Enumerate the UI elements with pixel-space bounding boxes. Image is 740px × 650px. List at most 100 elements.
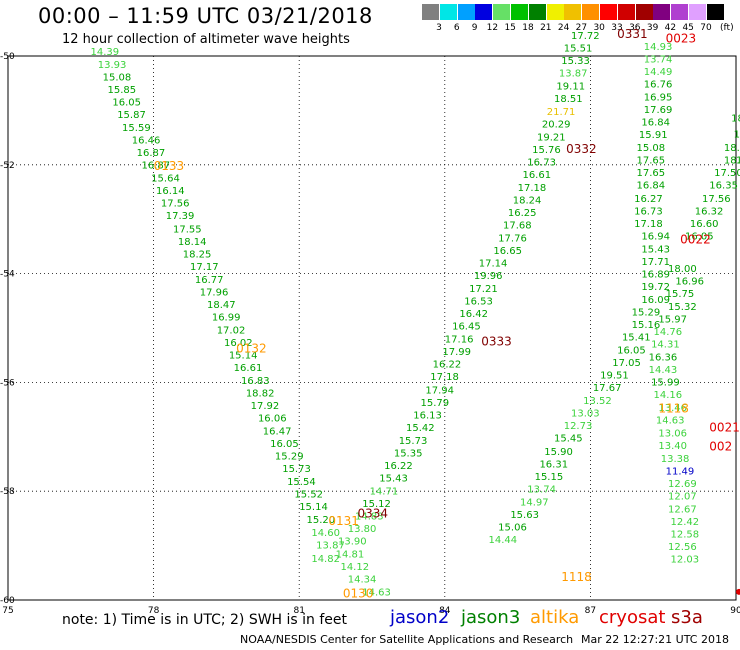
- swh-value: 15.32: [668, 302, 697, 313]
- swh-value: 17.16: [445, 335, 474, 346]
- lat-tick-label: -50: [0, 52, 15, 62]
- swh-value: 12.56: [668, 542, 697, 553]
- swh-value: 14.63: [362, 588, 391, 599]
- pass-time-label: 0130: [343, 586, 374, 600]
- swh-value: 15.15: [535, 472, 564, 483]
- legend-label: 3: [436, 23, 442, 33]
- swh-value: 15.79: [421, 398, 450, 409]
- swh-value: 12.07: [668, 491, 697, 502]
- swh-value: 16.05: [685, 231, 714, 242]
- swh-value: 16.06: [258, 414, 287, 425]
- swh-value: 16.99: [212, 312, 241, 323]
- swh-value: 14.81: [336, 550, 365, 561]
- swh-value: 15.64: [151, 174, 180, 185]
- swh-value: 17.72: [571, 31, 600, 42]
- swh-value: 17.02: [217, 325, 246, 336]
- lat-tick-label: -56: [0, 378, 15, 388]
- satellite-cryosat: cryosat: [599, 607, 666, 628]
- swh-value: 16.89: [641, 269, 670, 280]
- swh-value: 16.73: [527, 157, 556, 168]
- swh-value: 16.27: [634, 194, 663, 205]
- legend-swatch: [635, 4, 653, 20]
- swh-value: 13.93: [98, 60, 127, 71]
- legend-label: 39: [646, 23, 659, 33]
- swh-value: 17.14: [479, 259, 508, 270]
- swh-value: 16.13: [413, 410, 442, 421]
- swh-value: 15.59: [122, 123, 151, 134]
- swh-value: 17.69: [644, 105, 673, 116]
- swh-value: 15.29: [275, 452, 304, 463]
- swh-value: 13.74: [644, 55, 673, 66]
- swh-value: 16.22: [433, 360, 462, 371]
- swh-value: 12.03: [670, 554, 699, 565]
- swh-value: 16.65: [493, 246, 522, 257]
- generated-timestamp: Mar 22 12:27:21 UTC 2018: [581, 633, 729, 646]
- swh-value: 13.87: [316, 540, 345, 551]
- swh-value: 15.14: [229, 350, 258, 361]
- pass-time-label: 0023: [666, 31, 697, 45]
- swh-value: 18.25: [183, 249, 212, 260]
- swh-value: 15.29: [632, 307, 661, 318]
- swh-value: 17.65: [637, 168, 666, 179]
- swh-value: 16.42: [459, 309, 488, 320]
- swh-value: 17.50: [714, 168, 740, 179]
- swh-value: 16.84: [641, 118, 670, 129]
- swh-value: 16.47: [263, 427, 292, 438]
- swh-value: 18.24: [513, 195, 542, 206]
- legend-swatch: [457, 4, 475, 20]
- swh-value: 15.99: [651, 378, 680, 389]
- swh-value: 18.00: [668, 264, 697, 275]
- legend-label: 70: [700, 23, 712, 33]
- swh-value: 17.67: [593, 383, 622, 394]
- swh-value: 14.71: [370, 486, 399, 497]
- map-title: 00:00 – 11:59 UTC 03/21/2018: [38, 4, 373, 28]
- legend-swatch: [671, 4, 689, 20]
- swh-value: 16.31: [539, 459, 568, 470]
- legend-swatch: [422, 4, 439, 20]
- swh-value: 13.40: [658, 441, 687, 452]
- swh-value: 16.77: [195, 275, 224, 286]
- pass-time-label: 0331: [617, 27, 648, 41]
- swh-value: 16.87: [141, 161, 170, 172]
- swh-value: 21.71: [547, 107, 576, 118]
- pass-time-label: 0021: [709, 420, 740, 434]
- swh-value: 12.73: [564, 421, 593, 432]
- satellite-altika: altika: [530, 607, 580, 628]
- swh-value: 16.94: [641, 231, 670, 242]
- swh-value: 17.68: [503, 220, 532, 231]
- swh-value: 19.11: [556, 82, 585, 93]
- swh-value: 15.51: [564, 44, 593, 55]
- swh-value: 14.43: [649, 365, 678, 376]
- swh-value: 15.42: [406, 423, 435, 434]
- swh-value: 16.05: [112, 98, 141, 109]
- swh-value: 15.12: [362, 499, 391, 510]
- swh-value: 13.52: [583, 396, 612, 407]
- swh-value: 16.05: [617, 346, 646, 357]
- footnote: note: 1) Time is in UTC; 2) SWH is in fe…: [62, 612, 348, 628]
- swh-value: 15.06: [498, 522, 527, 533]
- legend-swatch: [528, 4, 546, 20]
- swh-value: 16.60: [690, 219, 719, 230]
- legend-swatch: [706, 4, 724, 20]
- swh-value: 16.32: [695, 206, 724, 217]
- swh-value: 17.99: [442, 347, 471, 358]
- swh-value: 15.54: [287, 477, 316, 488]
- legend-label: 15: [504, 23, 516, 33]
- swh-value: 17.18: [430, 372, 459, 383]
- swh-value: 15.20: [306, 515, 335, 526]
- swh-value: 16.76: [644, 80, 673, 91]
- swh-value: 14.31: [651, 340, 680, 351]
- pass-time-label: 0133: [154, 159, 185, 173]
- swh-value: 17.17: [190, 262, 219, 273]
- legend-label: 6: [453, 23, 460, 33]
- swh-value: 12.69: [668, 479, 697, 490]
- swh-value: 15.33: [561, 56, 590, 67]
- lat-tick-label: -52: [0, 161, 15, 171]
- swh-value: 17.18: [634, 219, 663, 230]
- legend-swatch: [475, 4, 493, 20]
- swh-value: 17.65: [637, 156, 666, 167]
- swh-value: 16.09: [641, 295, 670, 306]
- swh-value: 13.74: [527, 484, 556, 495]
- legend-label: 9: [471, 23, 478, 33]
- swh-value: 15.63: [510, 510, 539, 521]
